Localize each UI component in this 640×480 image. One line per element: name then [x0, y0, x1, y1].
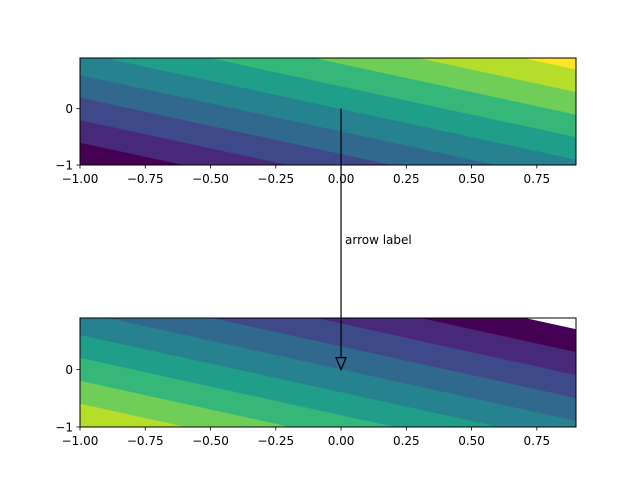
x-tick-label: −0.25 [257, 434, 294, 448]
plots-layer: −1.00 −0.75 −0.50 −0.25 0.00 0.25 0.50 0.75−10−… [55, 57, 577, 448]
x-tick-label: −0.50 [192, 172, 229, 186]
x-tick-label: −0.75 [127, 434, 164, 448]
arrow-label: arrow label [345, 233, 412, 247]
x-tick-label: −1.00 [62, 434, 99, 448]
x-tick-label: −1.00 [62, 172, 99, 186]
contour-plot-1: −1.00 −0.75 −0.50 −0.25 0.00 0.25 0.50 0.75−10 [55, 57, 577, 186]
y-tick-label: −1 [55, 159, 73, 173]
x-tick-label: 0.50 [458, 172, 485, 186]
x-tick-label: 0.50 [458, 434, 485, 448]
y-tick-label: 0 [65, 102, 73, 116]
y-tick-label: 0 [65, 363, 73, 377]
x-tick-label: 0.75 [523, 434, 550, 448]
axes-frame [79, 57, 577, 166]
x-tick-label: 0.00 [328, 434, 355, 448]
x-tick-label: −0.25 [257, 172, 294, 186]
x-tick-label: 0.75 [523, 172, 550, 186]
x-tick-label: 0.25 [393, 172, 420, 186]
x-tick-label: 0.25 [393, 434, 420, 448]
y-tick-label: −1 [55, 421, 73, 435]
x-tick-label: −0.75 [127, 172, 164, 186]
contour-plot-2: −1.00 −0.75 −0.50 −0.25 0.00 0.25 0.50 0.75 −1 0 [55, 317, 577, 448]
axes-frame [79, 317, 577, 428]
annotation-layer: arrow label [335, 108, 412, 372]
x-tick-label: −0.50 [192, 434, 229, 448]
annotation-arrow-head [335, 357, 347, 372]
